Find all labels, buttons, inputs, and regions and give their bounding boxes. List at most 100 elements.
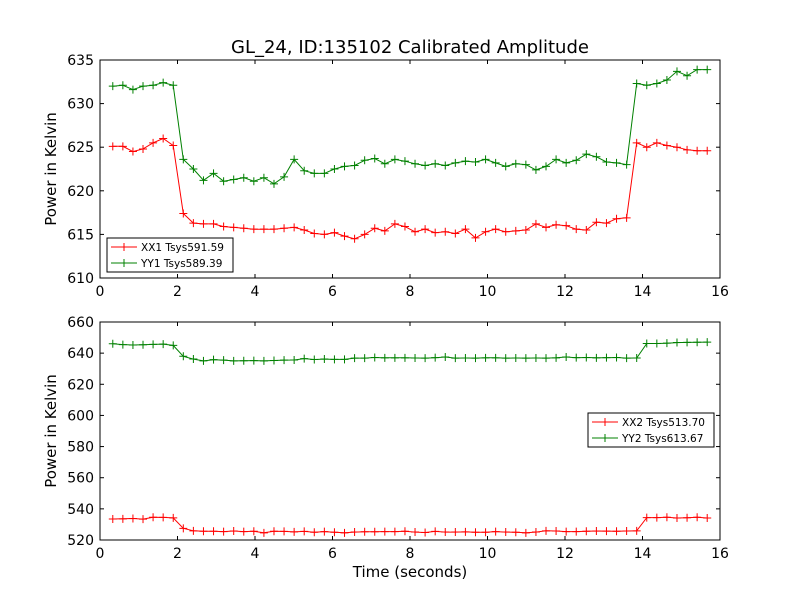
data-point — [592, 218, 601, 227]
data-point — [169, 81, 178, 90]
x-tick-label: 10 — [479, 546, 497, 562]
data-point — [693, 513, 702, 522]
data-point — [259, 528, 268, 537]
data-point — [592, 152, 601, 161]
data-point — [602, 353, 611, 362]
x-tick-label: 4 — [251, 546, 260, 562]
data-point — [501, 227, 510, 236]
data-point — [320, 355, 329, 364]
data-point — [259, 225, 268, 234]
plot-top: 0 2 4 6 8 10 12 14 16 610 615 620 625 630 635 Power in … — [42, 53, 729, 300]
plot-bottom: 0 2 4 6 8 10 12 14 16 520 540 560 580 600 620 640 660 Pow… — [42, 315, 729, 581]
data-point — [179, 209, 188, 218]
data-point — [683, 145, 692, 154]
data-point — [280, 224, 289, 233]
data-point — [139, 82, 148, 91]
data-point — [290, 155, 299, 164]
data-point — [461, 157, 470, 166]
data-point — [340, 355, 349, 364]
data-point — [390, 527, 399, 536]
data-point — [562, 353, 571, 362]
data-point — [642, 81, 651, 90]
data-point — [662, 339, 671, 348]
data-point — [108, 514, 117, 523]
data-point — [360, 354, 369, 363]
data-point — [511, 528, 520, 537]
data-point — [531, 528, 540, 537]
data-point — [169, 513, 178, 522]
data-point — [542, 162, 551, 171]
legend-label: YY2 Tsys613.67 — [621, 433, 703, 445]
data-point — [360, 527, 369, 536]
data-point — [199, 219, 208, 228]
data-point — [108, 339, 117, 348]
y-tick-label: 635 — [67, 53, 94, 69]
y-tick-label: 540 — [67, 502, 94, 518]
data-point — [642, 513, 651, 522]
data-point — [340, 232, 349, 241]
data-point — [209, 219, 218, 228]
data-point — [431, 527, 440, 536]
data-point — [229, 175, 238, 184]
data-point — [703, 65, 712, 74]
data-point — [562, 527, 571, 536]
data-point — [179, 524, 188, 533]
data-point — [209, 527, 218, 536]
data-point — [652, 513, 661, 522]
data-point — [491, 225, 500, 234]
data-point — [612, 214, 621, 223]
data-point — [199, 356, 208, 365]
y-tick-label: 580 — [67, 440, 94, 456]
data-point — [441, 353, 450, 362]
data-point — [542, 354, 551, 363]
data-point — [622, 213, 631, 222]
legend-box — [106, 237, 234, 273]
data-point — [300, 166, 309, 175]
data-point — [451, 354, 460, 363]
data-point — [219, 177, 228, 186]
data-point — [330, 165, 339, 173]
data-point — [139, 515, 148, 524]
data-point — [400, 527, 409, 536]
data-point — [582, 150, 591, 159]
y-tick-label: 615 — [67, 227, 94, 243]
x-tick-label: 14 — [634, 284, 652, 300]
data-point — [672, 514, 681, 523]
y-axis-label: Power in Kelvin — [42, 374, 60, 488]
data-point — [169, 141, 178, 150]
data-point — [612, 158, 621, 167]
legend-marker — [601, 418, 609, 426]
data-point — [441, 161, 450, 170]
data-point — [370, 527, 379, 536]
data-point — [421, 528, 430, 537]
data-point — [108, 82, 117, 91]
data-point — [400, 157, 409, 166]
data-point — [169, 341, 178, 350]
data-point — [461, 353, 470, 362]
data-point — [259, 173, 268, 182]
data-point — [521, 528, 530, 537]
data-point — [330, 228, 339, 237]
data-point — [491, 527, 500, 536]
x-tick-label: 16 — [711, 546, 729, 562]
data-point — [310, 355, 319, 364]
data-point — [118, 142, 127, 151]
data-point — [622, 354, 631, 363]
data-point — [199, 176, 208, 185]
data-point — [179, 352, 188, 361]
data-point — [471, 233, 480, 242]
data-point — [249, 527, 258, 536]
data-point — [693, 146, 702, 155]
data-point — [662, 76, 671, 85]
data-point — [370, 353, 379, 362]
data-point — [632, 353, 641, 362]
data-point — [652, 339, 661, 348]
data-point — [521, 354, 530, 363]
x-tick-label: 8 — [406, 546, 415, 562]
data-point — [582, 527, 591, 536]
data-point — [340, 162, 349, 171]
y-tick-label: 630 — [67, 97, 94, 113]
data-point — [542, 526, 551, 535]
data-point — [612, 527, 621, 536]
data-point — [310, 229, 319, 238]
